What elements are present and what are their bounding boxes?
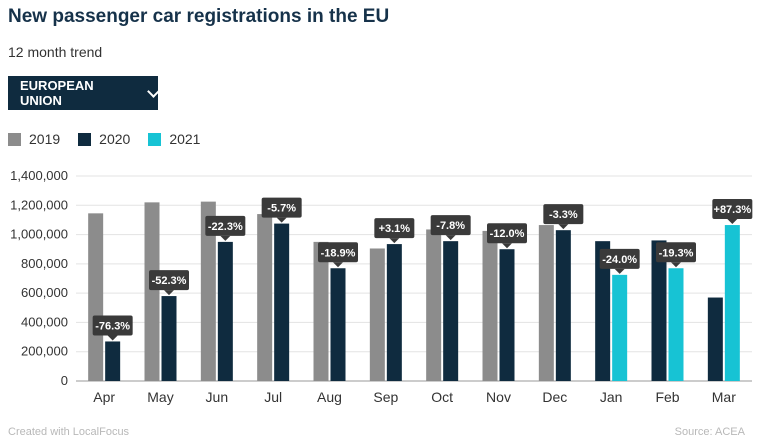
bar-2019-oct[interactable] [426, 229, 442, 381]
x-tick-label: Mar [712, 389, 736, 405]
bar-chart: 0 200,000 400,000 600,000 800,000 1,000,000 1,… [10, 168, 753, 405]
bar-2020-apr[interactable] [105, 341, 121, 381]
bar-2019-jul[interactable] [257, 214, 273, 381]
x-tick-label: Jun [206, 389, 229, 405]
change-badge [92, 315, 133, 336]
change-badge-pointer [502, 243, 512, 249]
change-badge [543, 204, 584, 225]
change-badge [430, 215, 471, 236]
change-badge-pointer [164, 290, 174, 296]
bar-2020-dec[interactable] [555, 230, 571, 381]
change-badge [205, 215, 246, 236]
change-badge-pointer [558, 224, 569, 230]
y-tick-label: 1,200,000 [10, 197, 68, 212]
change-badge-pointer [671, 262, 681, 268]
change-badge-pointer [220, 235, 231, 241]
change-label: -52.3% [152, 275, 187, 287]
bar-2019-dec[interactable] [538, 225, 554, 381]
y-tick-label: 800,000 [21, 256, 68, 271]
credit-text: Created with LocalFocus [8, 426, 130, 438]
bar-2020-sep[interactable] [386, 244, 402, 381]
bar-2020-nov[interactable] [499, 249, 515, 381]
change-badge-pointer [727, 219, 738, 225]
change-badge [656, 242, 696, 263]
change-badge-pointer [614, 268, 625, 274]
bar-2019-aug[interactable] [313, 241, 329, 381]
x-tick-label: Jul [264, 389, 282, 405]
change-badge [261, 197, 302, 218]
region-dropdown[interactable]: EUROPEAN UNION [8, 76, 160, 110]
legend-item-2021: 2021 [148, 131, 200, 147]
change-label: -5.7% [267, 203, 296, 215]
change-label: +3.1% [379, 223, 411, 235]
region-dropdown-label: EUROPEAN UNION [20, 78, 94, 108]
y-tick-label: 600,000 [21, 285, 68, 300]
change-badge-pointer [445, 235, 456, 241]
x-tick-label: Oct [431, 389, 453, 405]
change-badge [318, 242, 358, 263]
bar-2020-jul[interactable] [274, 223, 290, 381]
page-subtitle: 12 month trend [8, 44, 103, 60]
bar-2021-jan[interactable] [612, 274, 628, 381]
change-badge [599, 248, 640, 269]
y-tick-label: 1,000,000 [10, 227, 68, 242]
legend-item-2020: 2020 [78, 131, 130, 147]
bar-2021-feb[interactable] [668, 268, 684, 381]
bar-2020-mar[interactable] [707, 297, 723, 381]
y-tick-label: 400,000 [21, 314, 68, 329]
legend-label-2020: 2020 [99, 131, 131, 147]
y-tick-label: 1,400,000 [10, 168, 68, 183]
x-tick-label: Sep [373, 389, 398, 405]
change-label: -18.9% [321, 247, 356, 259]
bar-2019-apr[interactable] [88, 213, 104, 381]
x-tick-label: Jan [600, 389, 623, 405]
bar-2020-jan[interactable] [595, 241, 611, 381]
change-label: -76.3% [95, 320, 130, 332]
legend-item-2019: 2019 [8, 131, 60, 147]
bar-2021-mar[interactable] [724, 225, 740, 381]
change-badge [149, 270, 189, 291]
change-label: -3.3% [549, 209, 578, 221]
legend-swatch-2020 [78, 132, 92, 146]
x-tick-label: May [147, 389, 173, 405]
change-badge-pointer [107, 335, 118, 341]
change-label: -12.0% [490, 228, 525, 240]
bar-2020-feb[interactable] [651, 240, 667, 381]
bar-2019-jun[interactable] [200, 201, 216, 381]
x-tick-label: Apr [93, 389, 115, 405]
legend-swatch-2021 [148, 132, 162, 146]
bar-2020-oct[interactable] [443, 241, 459, 381]
change-badge [374, 218, 415, 239]
change-label: +87.3% [714, 204, 752, 216]
change-badge [712, 199, 753, 220]
legend-swatch-2019 [8, 132, 21, 146]
x-tick-label: Feb [655, 389, 679, 405]
bar-2019-nov[interactable] [482, 230, 498, 381]
x-tick-label: Aug [317, 389, 342, 405]
change-badge-pointer [333, 262, 343, 268]
page-title: New passenger car registrations in the E… [8, 6, 390, 27]
y-tick-label: 200,000 [21, 344, 68, 359]
bar-2019-sep[interactable] [369, 248, 385, 381]
change-badge-pointer [276, 217, 287, 223]
change-badge [487, 223, 527, 244]
bar-2019-may[interactable] [144, 202, 160, 381]
x-tick-label: Nov [486, 389, 511, 405]
change-label: -22.3% [208, 221, 243, 233]
legend-label-2021: 2021 [169, 131, 201, 147]
change-badge-pointer [389, 238, 400, 244]
x-tick-label: Dec [542, 389, 567, 405]
legend-label-2019: 2019 [29, 131, 61, 147]
bar-2020-jun[interactable] [217, 241, 233, 381]
bar-2020-may[interactable] [161, 296, 177, 381]
bar-2020-aug[interactable] [330, 268, 346, 381]
change-label: -7.8% [436, 220, 465, 232]
chart-legend: 2019 2020 2021 [8, 131, 218, 147]
change-label: -19.3% [659, 247, 694, 259]
change-label: -24.0% [602, 254, 637, 266]
y-tick-label: 0 [61, 373, 68, 388]
source-text: Source: ACEA [674, 426, 745, 438]
